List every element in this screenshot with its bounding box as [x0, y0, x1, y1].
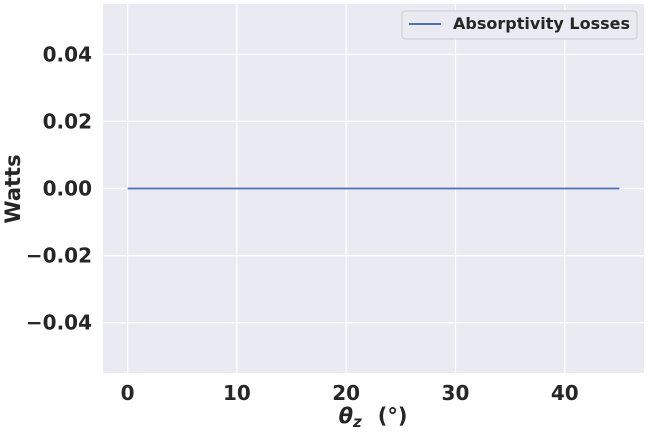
x-axis-label: θz (°): [339, 404, 408, 431]
x-tick-label: 10: [223, 381, 251, 405]
x-axis-unit: (°): [378, 404, 408, 428]
y-tick-label: −0.02: [26, 244, 92, 268]
legend: Absorptivity Losses: [401, 10, 638, 40]
y-tick-labels: −0.04 −0.02 0.00 0.02 0.04: [26, 42, 92, 334]
x-tick-label: 20: [332, 381, 360, 405]
x-tick-label: 40: [551, 381, 579, 405]
x-tick-label: 0: [121, 381, 135, 405]
y-tick-label: 0.04: [43, 42, 92, 66]
y-axis-label: Watts: [1, 154, 25, 223]
x-tick-label: 30: [442, 381, 470, 405]
y-tick-label: −0.04: [26, 311, 92, 335]
x-tick-labels: 0 10 20 30 40: [121, 381, 579, 405]
x-axis-symbol: θ: [339, 404, 353, 428]
legend-box: [401, 10, 638, 40]
legend-label: Absorptivity Losses: [453, 14, 630, 33]
y-tick-label: 0.02: [43, 109, 92, 133]
x-axis-subscript: z: [352, 413, 362, 431]
y-tick-label: 0.00: [43, 177, 92, 201]
